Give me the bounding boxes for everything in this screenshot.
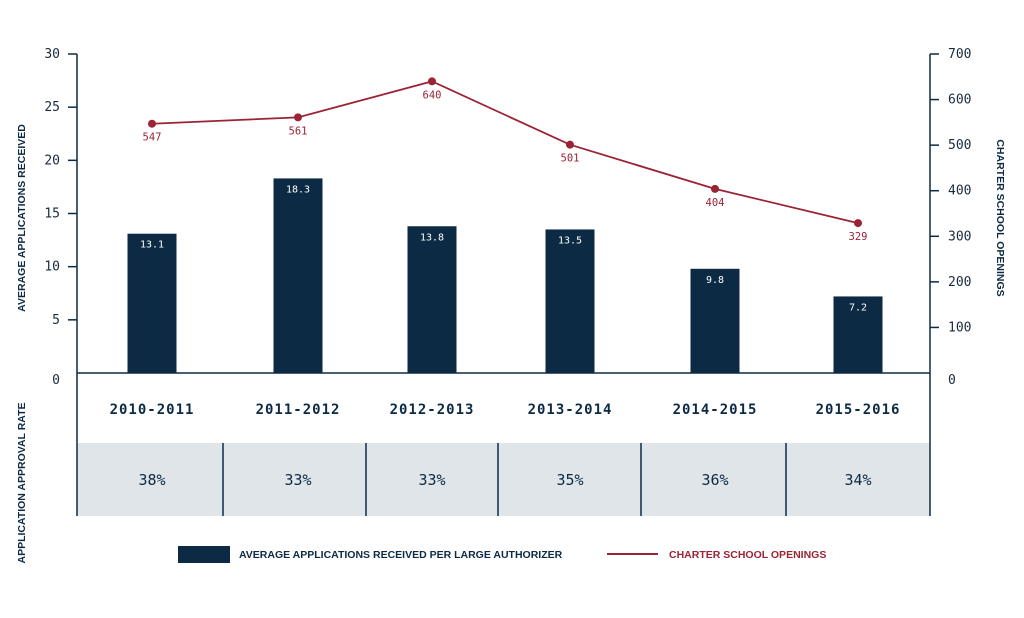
left-tick-label: 10 (44, 260, 60, 275)
right-tick-label: 700 (948, 47, 971, 62)
openings-value-label: 404 (706, 197, 725, 209)
right-tick-label: 0 (948, 373, 956, 388)
bar-2014-2015 (690, 268, 740, 373)
approval-rate-value: 33% (418, 471, 445, 489)
right-tick-label: 100 (948, 320, 971, 335)
approval-rate-title: APPLICATION APPROVAL RATE (16, 402, 28, 563)
bar-2012-2013 (407, 226, 457, 373)
openings-value-label: 561 (289, 125, 308, 137)
bar-2011-2012 (273, 178, 323, 373)
category-label: 2011-2012 (256, 402, 341, 418)
openings-value-label: 329 (849, 231, 868, 243)
category-label: 2015-2016 (816, 402, 901, 418)
category-label: 2010-2011 (110, 402, 195, 418)
openings-value-label: 640 (423, 89, 442, 101)
openings-point (711, 184, 719, 193)
left-tick-label: 25 (44, 100, 60, 115)
openings-line (151, 80, 859, 224)
approval-rate-value: 36% (701, 471, 728, 489)
left-tick-label: 30 (44, 47, 60, 62)
bar-value-label: 13.1 (140, 240, 164, 251)
legend-bar-label: AVERAGE APPLICATIONS RECEIVED PER LARGE … (239, 549, 563, 561)
legend-bar-swatch (178, 546, 230, 563)
openings-point (566, 140, 574, 149)
left-tick-label: 20 (44, 153, 60, 168)
right-axis-title: CHARTER SCHOOL OPENINGS (994, 139, 1006, 296)
openings-point (148, 119, 156, 128)
bar-2015-2016 (833, 296, 883, 373)
approval-rate-value: 33% (284, 471, 311, 489)
openings-point (294, 113, 302, 122)
openings-value-label: 547 (143, 132, 162, 144)
approval-table-bg (77, 443, 930, 516)
bar-value-label: 9.8 (706, 275, 724, 286)
approval-rate-value: 34% (844, 471, 871, 489)
bar-2010-2011 (127, 233, 177, 373)
bar-value-label: 13.8 (420, 232, 444, 243)
left-tick-label: 5 (52, 313, 60, 328)
bar-value-label: 18.3 (286, 184, 310, 195)
approval-rate-value: 38% (138, 471, 165, 489)
right-tick-label: 400 (948, 184, 971, 199)
openings-value-label: 501 (561, 153, 580, 165)
left-axis-title: AVERAGE APPLICATIONS RECEIVED (16, 124, 28, 312)
right-tick-label: 200 (948, 275, 971, 290)
openings-point (854, 219, 862, 228)
category-label: 2014-2015 (673, 402, 758, 418)
bar-value-label: 13.5 (558, 235, 582, 246)
bar-2013-2014 (545, 229, 595, 373)
right-tick-label: 300 (948, 229, 971, 244)
category-label: 2013-2014 (528, 402, 613, 418)
approval-rate-value: 35% (556, 471, 583, 489)
right-tick-label: 500 (948, 138, 971, 153)
left-tick-label: 15 (44, 207, 60, 222)
category-label: 2012-2013 (390, 402, 475, 418)
openings-point (428, 77, 436, 86)
legend-line-label: CHARTER SCHOOL OPENINGS (669, 549, 826, 561)
right-tick-label: 600 (948, 93, 971, 108)
left-tick-label: 0 (52, 373, 60, 388)
bar-value-label: 7.2 (849, 302, 867, 313)
